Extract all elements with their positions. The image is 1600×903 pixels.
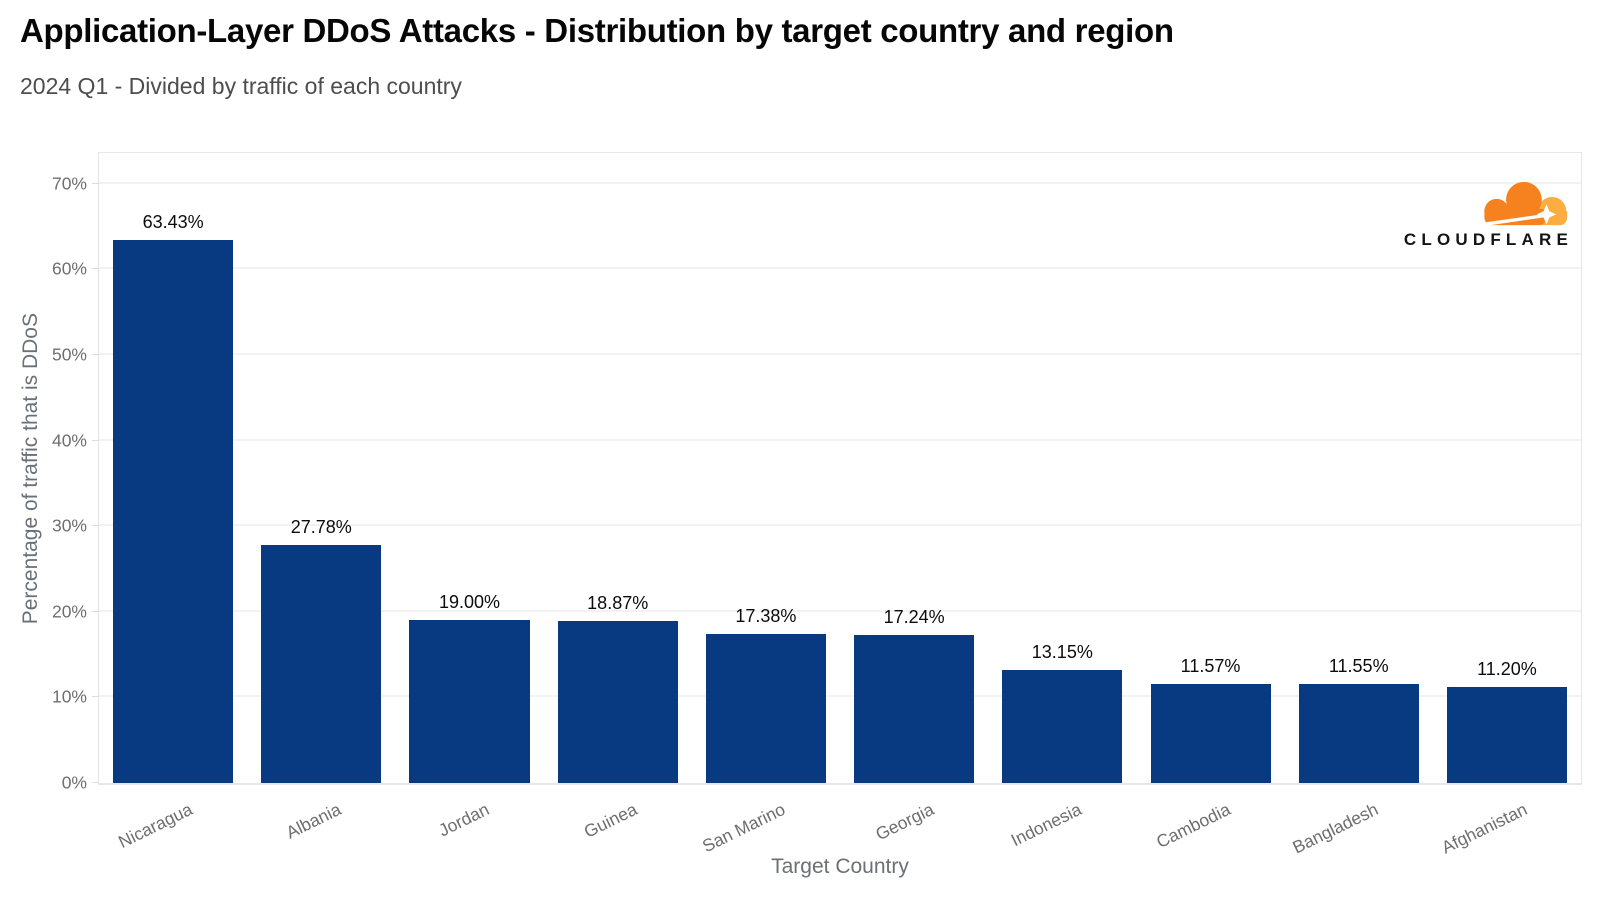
bar-value-label: 63.43% — [142, 212, 204, 233]
y-axis-title: Percentage of traffic that is DDoS — [14, 152, 48, 785]
cloudflare-logo: CLOUDFLARE — [1369, 179, 1569, 250]
y-tickmark-50 — [92, 354, 99, 356]
bar-value-label: 11.57% — [1180, 655, 1241, 676]
cloudflare-cloud-icon — [1475, 179, 1569, 229]
y-tickmark-10 — [92, 696, 99, 698]
y-tickmark-20 — [92, 610, 99, 612]
bar-afghanistan[interactable] — [1446, 687, 1567, 783]
bar-albania[interactable] — [261, 545, 382, 783]
bar-indonesia[interactable] — [1002, 670, 1123, 783]
bar-slot: 17.24% Georgia — [840, 153, 988, 844]
x-tick-label-guinea: Guinea — [580, 799, 641, 842]
cloudflare-wordmark: CLOUDFLARE — [1403, 230, 1573, 249]
chart-title: Application-Layer DDoS Attacks - Distrib… — [20, 12, 1174, 49]
y-tickmark-70 — [92, 182, 99, 184]
y-tick-label-0: 0% — [61, 772, 87, 793]
x-tick-label-georgia: Georgia — [872, 799, 937, 845]
bar-slot: 63.43% Nicaragua — [99, 153, 247, 852]
y-tickmark-40 — [92, 439, 99, 441]
chart-subtitle: 2024 Q1 - Divided by traffic of each cou… — [20, 73, 462, 99]
bar-value-label: 27.78% — [290, 517, 352, 538]
x-tick-label-afghanistan: Afghanistan — [1437, 799, 1530, 858]
bar-nicaragua[interactable] — [113, 240, 234, 783]
bar-value-label: 17.38% — [735, 606, 797, 627]
bar-slot: 11.57% Cambodia — [1136, 153, 1284, 852]
bar-value-label: 11.55% — [1328, 656, 1389, 677]
bar-slot: 17.38% San Marino — [692, 153, 840, 856]
x-tick-label-nicaragua: Nicaragua — [115, 799, 196, 852]
bar-georgia[interactable] — [854, 635, 975, 783]
y-tick-label-30: 30% — [51, 515, 87, 536]
bar-slot: 27.78% Albania — [247, 153, 395, 843]
y-tick-label-20: 20% — [51, 601, 87, 622]
y-axis-title-text: Percentage of traffic that is DDoS — [19, 312, 42, 625]
bar-value-label: 13.15% — [1031, 642, 1093, 663]
x-tick-label-san-marino: San Marino — [699, 799, 789, 857]
bar-san-marino[interactable] — [705, 634, 826, 783]
x-tick-label-albania: Albania — [282, 799, 345, 843]
bar-value-label: 17.24% — [883, 607, 945, 628]
bars-container: 63.43% Nicaragua 27.78% Albania 19.00% Jordan… — [99, 153, 1581, 858]
y-tick-label-10: 10% — [51, 686, 87, 707]
bar-value-label: 19.00% — [438, 592, 501, 613]
bar-slot: 11.20% Afghanistan — [1433, 153, 1581, 857]
x-tick-label-bangladesh: Bangladesh — [1289, 799, 1382, 858]
bar-value-label: 11.20% — [1477, 659, 1537, 680]
y-tick-label-50: 50% — [51, 344, 87, 365]
bar-slot: 18.87% Guinea — [544, 153, 692, 842]
y-tickmark-60 — [92, 268, 99, 270]
y-tick-label-40: 40% — [51, 430, 87, 451]
y-tick-label-70: 70% — [51, 173, 87, 194]
x-tick-label-jordan: Jordan — [435, 799, 493, 841]
y-tickmark-0 — [92, 782, 99, 783]
bar-jordan[interactable] — [409, 620, 530, 783]
bar-bangladesh[interactable] — [1298, 684, 1419, 783]
x-tick-label-cambodia: Cambodia — [1152, 799, 1234, 852]
y-tickmark-30 — [92, 525, 99, 527]
y-tick-label-60: 60% — [51, 258, 87, 279]
bar-value-label: 18.87% — [587, 593, 649, 614]
plot-area: 0% 10% 20% 30% 40% 50% 60% 70% 63.43% Nicaragua 2… — [52, 152, 1582, 858]
bar-slot: 11.55% Bangladesh — [1285, 153, 1433, 858]
x-tick-label-indonesia: Indonesia — [1008, 799, 1086, 851]
bar-cambodia[interactable] — [1150, 683, 1271, 783]
x-axis-title: Target Country — [771, 855, 909, 878]
bar-guinea[interactable] — [557, 621, 678, 783]
bar-slot: 13.15% Indonesia — [988, 153, 1136, 850]
bar-slot: 19.00% Jordan — [395, 153, 543, 840]
